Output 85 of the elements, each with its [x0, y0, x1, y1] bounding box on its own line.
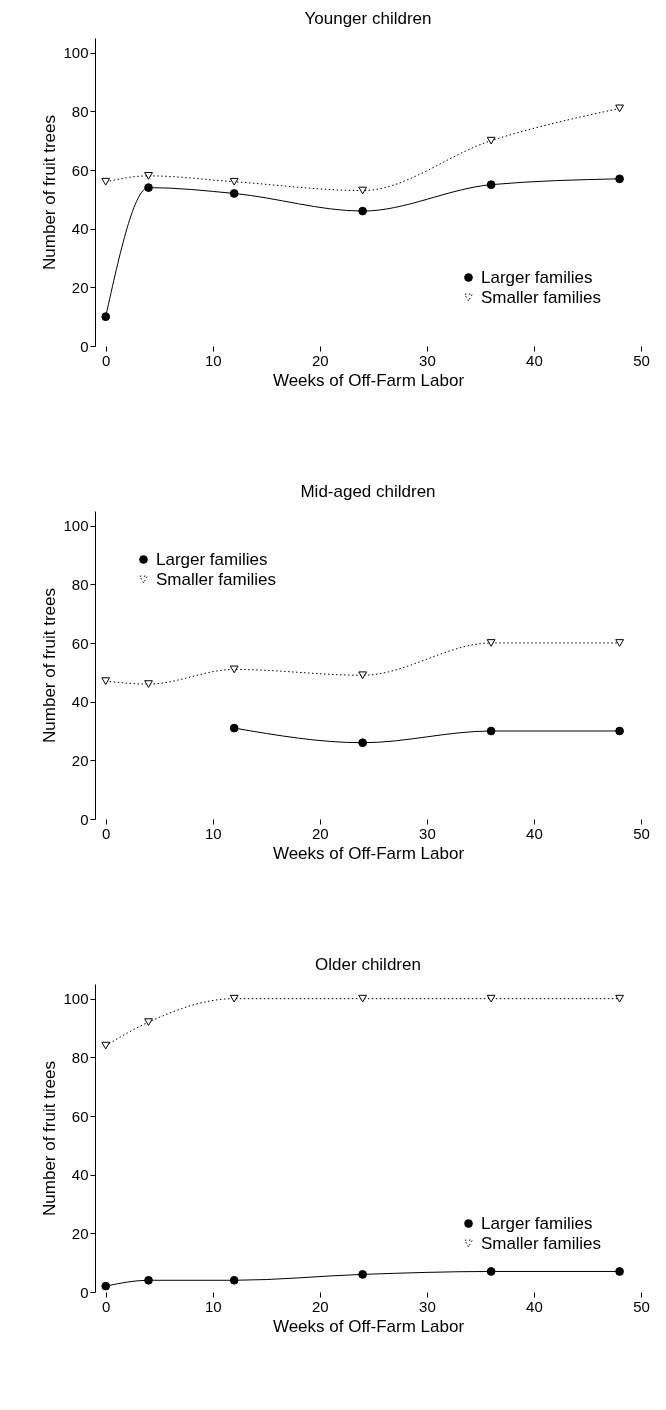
point [358, 206, 368, 216]
x-tick-label: 30 [419, 351, 436, 369]
y-tick-label: 80 [71, 575, 89, 593]
point [101, 177, 111, 186]
y-tick-label: 40 [71, 1166, 89, 1184]
y-tick-label: 80 [71, 1048, 89, 1066]
point [144, 680, 153, 688]
point [486, 180, 496, 190]
legend-label: Larger families [481, 1213, 593, 1233]
x-tick-label: 50 [633, 351, 650, 369]
y-tick-label: 40 [71, 693, 89, 711]
y-tick-label: 40 [71, 220, 89, 238]
x-axis-title: Weeks of Off-Farm Labor [272, 370, 465, 390]
x-tick-label: 20 [311, 1297, 329, 1315]
point [101, 312, 111, 322]
x-tick-label: 40 [526, 1297, 543, 1315]
x-tick-label: 30 [419, 1297, 436, 1315]
point [144, 1018, 153, 1026]
chart-title: Older children [315, 955, 421, 974]
legend-label: Larger families [481, 267, 593, 287]
point [615, 726, 624, 736]
point [229, 1275, 239, 1285]
y-axis-title: Number of fruit trees [40, 115, 60, 270]
point [358, 671, 368, 680]
x-tick-label: 20 [311, 824, 329, 842]
y-tick-label: 80 [71, 102, 89, 120]
legend-label: Larger families [156, 549, 268, 569]
x-tick-label: 50 [633, 1297, 650, 1315]
legend-label: Smaller families [481, 1233, 601, 1253]
point [486, 994, 496, 1003]
y-tick-label: 100 [63, 990, 89, 1008]
point [358, 1270, 368, 1279]
x-tick-label: 50 [633, 824, 650, 842]
x-tick-label: 40 [526, 824, 543, 842]
x-tick-label: 0 [102, 1297, 111, 1315]
y-tick-label: 20 [71, 278, 89, 296]
y-tick-label: 60 [71, 634, 89, 652]
y-tick-label: 100 [63, 44, 89, 62]
x-tick-label: 30 [419, 824, 436, 842]
y-tick-label: 0 [80, 1283, 89, 1301]
x-tick-label: 10 [204, 1297, 222, 1315]
point [229, 189, 239, 198]
point [615, 994, 624, 1003]
x-axis-title: Weeks of Off-Farm Labor [272, 843, 465, 863]
point [486, 726, 496, 736]
y-tick-label: 60 [71, 161, 89, 179]
point [229, 723, 239, 733]
point [144, 172, 153, 180]
point [358, 738, 368, 748]
y-axis-title: Number of fruit trees [40, 588, 60, 743]
point [358, 994, 368, 1003]
x-tick-label: 0 [102, 824, 111, 842]
x-tick-label: 10 [204, 824, 222, 842]
y-tick-label: 0 [80, 337, 89, 355]
point [101, 1041, 111, 1050]
point [144, 1275, 153, 1285]
point [486, 136, 496, 145]
point [229, 665, 239, 674]
point [358, 186, 368, 195]
point [101, 1281, 111, 1291]
point [615, 639, 624, 647]
y-tick-label: 20 [71, 1224, 89, 1242]
chart-title: Younger children [304, 9, 432, 28]
y-tick-label: 20 [71, 751, 89, 769]
point [486, 1267, 496, 1276]
legend-label: Smaller families [156, 569, 276, 589]
x-tick-label: 10 [204, 351, 222, 369]
y-tick-label: 60 [71, 1107, 89, 1125]
legend-label: Smaller families [481, 287, 601, 307]
y-axis-title: Number of fruit trees [40, 1061, 60, 1216]
point [486, 639, 496, 647]
point [229, 994, 239, 1003]
point [101, 677, 111, 685]
x-axis-title: Weeks of Off-Farm Labor [272, 1316, 465, 1336]
point [229, 177, 239, 186]
chart-title: Mid-aged children [300, 482, 436, 501]
point [144, 183, 153, 192]
x-tick-label: 40 [526, 351, 543, 369]
point [615, 104, 624, 113]
y-tick-label: 100 [63, 517, 89, 535]
x-tick-label: 0 [102, 351, 111, 369]
y-tick-label: 0 [80, 810, 89, 828]
point [615, 174, 624, 184]
x-tick-label: 20 [311, 351, 329, 369]
point [615, 1267, 624, 1276]
